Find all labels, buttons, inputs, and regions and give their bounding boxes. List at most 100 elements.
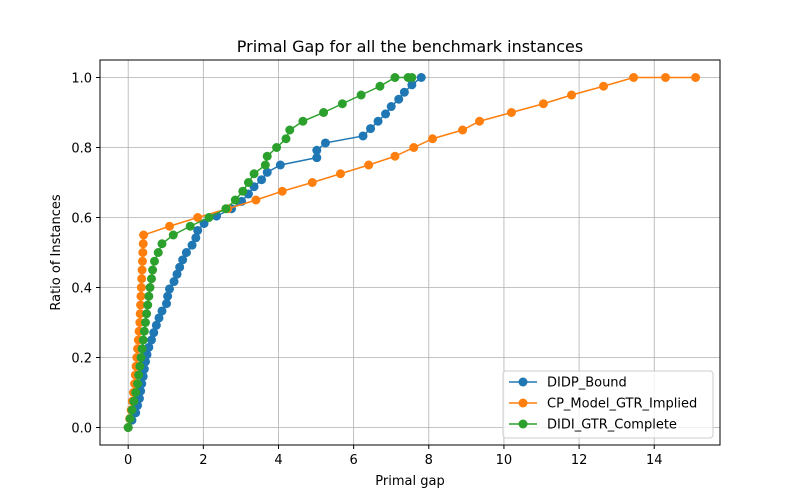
data-point: [407, 73, 417, 82]
data-point: [129, 396, 139, 406]
data-point: [386, 102, 396, 112]
data-point: [381, 109, 391, 119]
data-point: [149, 328, 159, 338]
data-point: [691, 73, 701, 82]
data-point: [275, 160, 285, 170]
data-point: [257, 175, 267, 185]
data-point: [144, 291, 154, 301]
data-point: [366, 124, 376, 134]
data-point: [629, 73, 639, 82]
data-point: [375, 81, 385, 91]
data-point: [136, 353, 146, 362]
data-point: [191, 233, 201, 243]
y-tick-label: 0.8: [71, 142, 92, 157]
x-tick-label: 0: [124, 453, 132, 468]
data-point: [137, 256, 147, 266]
data-point: [661, 73, 671, 82]
data-point: [416, 73, 426, 82]
x-tick-label: 10: [496, 453, 513, 468]
data-point: [193, 213, 203, 222]
data-point: [230, 195, 240, 205]
data-point: [154, 313, 164, 323]
data-point: [390, 151, 400, 161]
series-layer: [123, 73, 701, 432]
data-point: [407, 80, 417, 90]
data-point: [137, 265, 147, 275]
data-point: [165, 284, 175, 294]
data-point: [181, 248, 191, 257]
data-point: [175, 262, 185, 272]
data-point: [394, 94, 404, 104]
data-point: [131, 388, 141, 397]
data-point: [211, 211, 221, 221]
data-point: [146, 335, 156, 345]
data-point: [146, 274, 156, 284]
data-point: [298, 116, 308, 126]
plot-frame: [99, 59, 721, 446]
legend: DIDP_Bound CP_Model_GTR_Implied DIDI_GTR_C…: [502, 370, 714, 439]
data-point: [312, 145, 322, 155]
data-point: [134, 370, 144, 380]
data-point: [272, 143, 282, 152]
data-point: [157, 306, 167, 316]
data-point: [281, 134, 291, 144]
data-point: [251, 195, 261, 205]
x-tick-label: 12: [571, 453, 588, 468]
x-tick-label: 4: [274, 453, 282, 468]
data-point: [136, 291, 146, 301]
data-point: [172, 269, 182, 279]
data-point: [458, 125, 468, 135]
data-point: [538, 99, 548, 109]
data-point: [204, 213, 214, 222]
legend-label: DIDP_Bound: [547, 376, 627, 391]
data-point: [243, 178, 253, 187]
data-point: [193, 225, 203, 235]
data-point: [163, 291, 173, 301]
data-point: [260, 160, 270, 170]
data-point: [475, 116, 485, 126]
data-point: [139, 230, 149, 240]
data-point: [136, 300, 146, 310]
data-point: [136, 283, 146, 292]
y-tick-label: 0.0: [71, 422, 92, 437]
legend-label: CP_Model_GTR_Implied: [547, 397, 697, 412]
data-point: [165, 221, 175, 231]
data-point: [138, 335, 148, 345]
data-point: [153, 248, 163, 257]
data-point: [364, 160, 374, 170]
data-point: [137, 274, 147, 284]
data-point: [125, 414, 135, 424]
data-point: [221, 204, 231, 214]
data-point: [123, 423, 133, 432]
legend-item: CP_Model_GTR_Implied: [509, 397, 697, 412]
data-point: [135, 309, 145, 319]
data-point: [312, 153, 322, 163]
data-point: [127, 405, 137, 415]
data-point: [140, 318, 150, 327]
y-tick-label: 0.2: [71, 352, 92, 367]
series-didi-gtr-complete: [123, 73, 417, 432]
axis-ticks: 0 2 4 6 8 10 12 14 0.0 0.2 0.4 0.6 0.8 1.0: [71, 72, 662, 469]
data-point: [428, 134, 438, 144]
legend-label: DIDI_GTR_Complete: [547, 418, 677, 433]
data-point: [409, 143, 419, 152]
data-point: [138, 239, 148, 249]
data-point: [162, 299, 172, 309]
x-tick-label: 14: [646, 453, 663, 468]
data-point: [262, 167, 272, 177]
data-point: [185, 221, 195, 231]
legend-marker: [518, 419, 528, 429]
data-point: [143, 300, 153, 310]
data-point: [506, 108, 516, 117]
data-point: [285, 125, 295, 135]
data-point: [168, 230, 178, 240]
y-tick-label: 1.0: [71, 72, 92, 87]
data-point: [148, 265, 158, 275]
data-point: [390, 73, 400, 82]
data-point: [337, 99, 347, 109]
data-point: [133, 379, 143, 389]
data-point: [356, 90, 366, 100]
series-line: [127, 76, 422, 428]
legend-box: [502, 370, 714, 439]
